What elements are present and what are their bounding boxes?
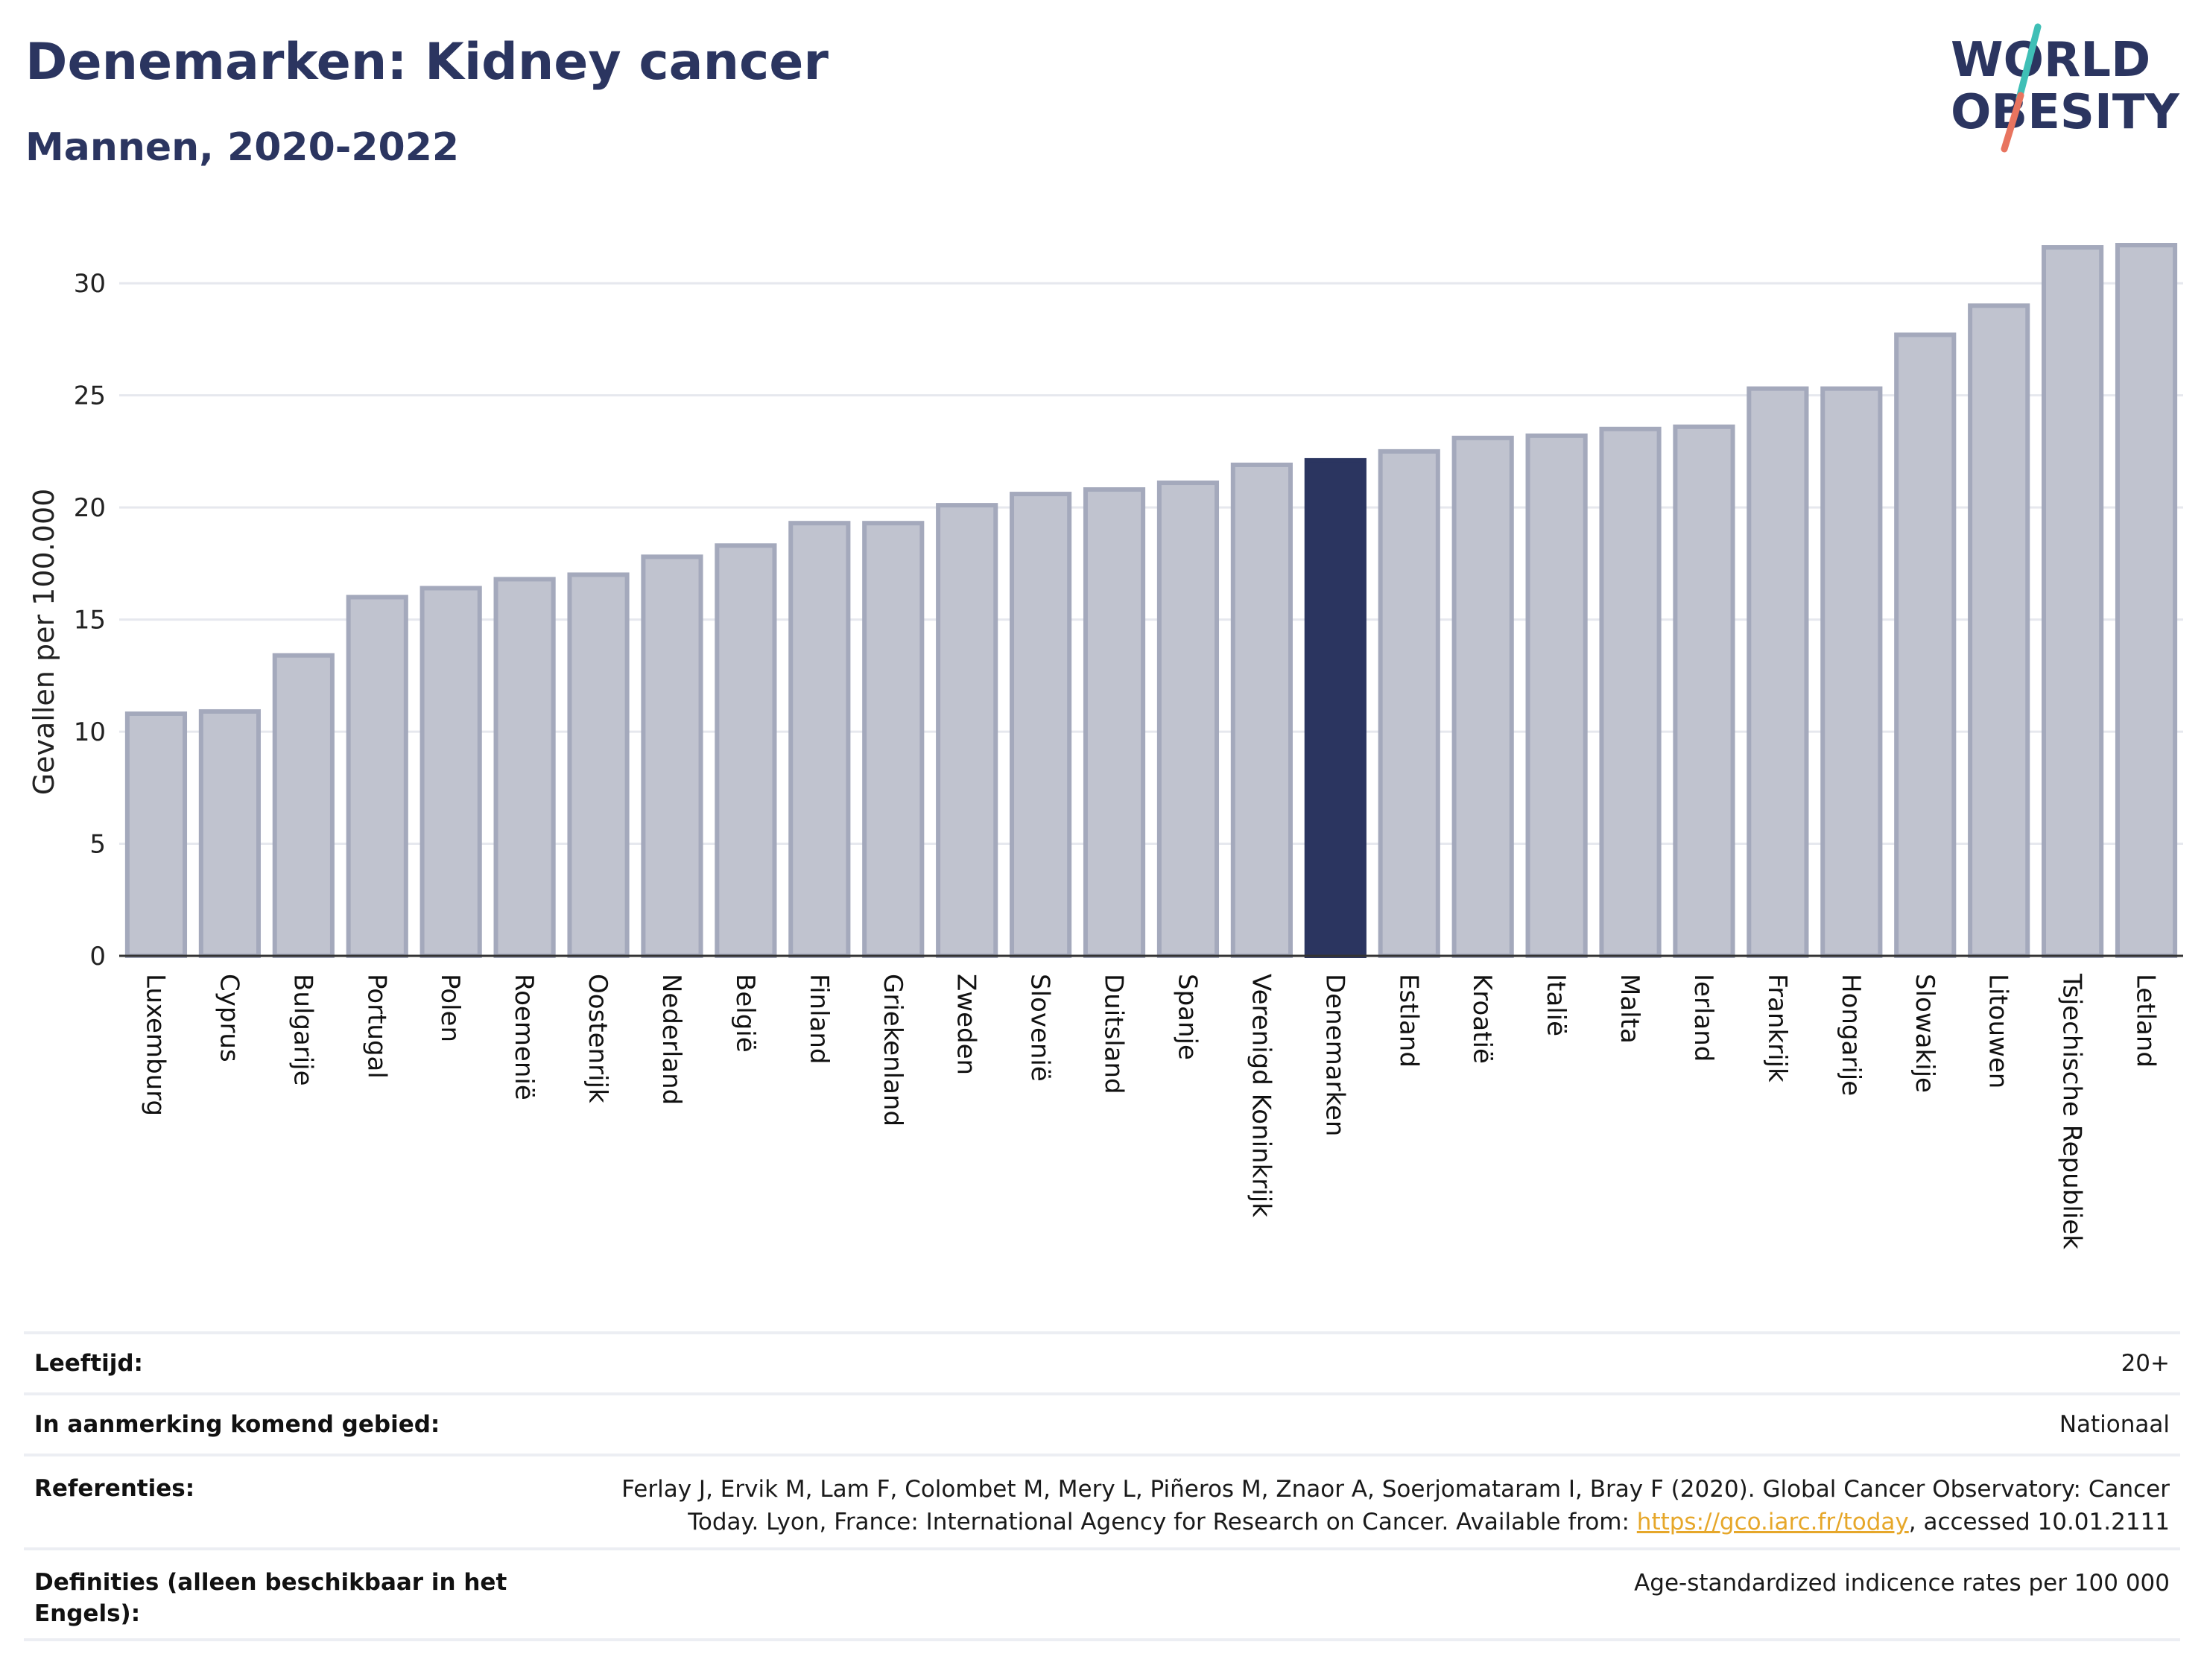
bar-denemarken [1304, 457, 1367, 958]
bar-luxemburg [124, 711, 188, 958]
references-label: Referenties: [34, 1475, 195, 1502]
x-tick-label: Finland [804, 974, 834, 1065]
x-tick-label: Duitsland [1099, 974, 1129, 1094]
y-tick-label: 15 [74, 606, 106, 635]
x-tick-label: Portugal [361, 974, 391, 1079]
chart-subtitle: Mannen, 2020-2022 [25, 125, 460, 170]
x-tick-label: Nederland [656, 974, 686, 1105]
x-tick-label: Hongarije [1836, 974, 1866, 1096]
bar-letland [2115, 243, 2178, 958]
bar-polen [419, 586, 482, 959]
bar-oostenrijk [567, 572, 630, 958]
bar-griekenland [862, 521, 925, 958]
references-line-2-text: Today. Lyon, France: International Agenc… [688, 1509, 1637, 1535]
bar-malta [1599, 426, 1662, 958]
age-value: 20+ [2121, 1350, 2170, 1377]
bar-estland [1378, 448, 1440, 958]
bar-verenigd-koninkrijk [1230, 462, 1293, 958]
references-value: Ferlay J, Ervik M, Lam F, Colombet M, Me… [621, 1473, 2170, 1538]
info-row-references: Referenties: Ferlay J, Ervik M, Lam F, C… [24, 1454, 2180, 1547]
x-tick-label: Luxemburg [140, 974, 170, 1116]
references-link[interactable]: https://gco.iarc.fr/today [1636, 1509, 1909, 1535]
bar-slovenië [1010, 492, 1072, 958]
x-tick-label: Tsjechische Republiek [2057, 973, 2087, 1249]
y-tick-label: 25 [74, 381, 106, 411]
bar-kroatië [1451, 435, 1514, 958]
bar-ierland [1673, 424, 1735, 958]
x-tick-label: Zweden [951, 974, 981, 1075]
bar-litouwen [1968, 303, 2030, 958]
x-tick-label: Verenigd Koninkrijk [1246, 974, 1276, 1217]
y-axis-ticks: 0 5 10 15 20 25 30 [74, 269, 106, 971]
definitions-label-line-2: Engels): [34, 1600, 141, 1627]
bar-portugal [346, 595, 408, 958]
x-tick-label: Slovenië [1025, 974, 1055, 1082]
y-axis-label: Gevallen per 100.000 [28, 489, 60, 796]
x-tick-label: Oostenrijk [583, 974, 612, 1103]
bar-tsjechische-republiek [2042, 245, 2104, 959]
x-tick-label: België [730, 974, 760, 1053]
bar-zweden [936, 503, 998, 958]
x-tick-label: Griekenland [878, 974, 908, 1126]
y-tick-label: 10 [74, 717, 106, 747]
logo-slash-coral [2001, 92, 2024, 153]
logo-slash-teal [2015, 23, 2042, 102]
x-tick-label: Denemarken [1320, 974, 1349, 1136]
bar-roemenië [493, 577, 556, 958]
x-tick-label: Estland [1393, 974, 1423, 1068]
bar-nederland [641, 554, 703, 958]
definitions-value: Age-standardized indicence rates per 100… [1634, 1570, 2170, 1597]
definitions-label-line-1: Definities (alleen beschikbaar in het [34, 1569, 507, 1596]
x-tick-label: Kroatië [1467, 974, 1497, 1064]
area-label: In aanmerking komend gebied: [34, 1411, 440, 1438]
x-tick-label: Letland [2131, 974, 2161, 1068]
bar-spanje [1156, 481, 1220, 958]
bar-slowakije [1894, 332, 1957, 958]
bar-frankrijk [1747, 386, 1809, 958]
bar-duitsland [1083, 487, 1146, 958]
logo-text-world: WORLD [1951, 33, 2150, 88]
y-tick-label: 20 [74, 493, 106, 523]
x-tick-label: Cyprus [214, 974, 244, 1062]
info-row-age: Leeftijd: 20+ [24, 1331, 2180, 1392]
info-table: Leeftijd: 20+ In aanmerking komend gebie… [24, 1331, 2180, 1641]
bar-chart: 0 5 10 15 20 25 30 Luxemburg Cyprus Bulgarije Por… [28, 243, 2183, 1249]
references-line-2-suffix: , accessed 10.01.2111 [1908, 1509, 2170, 1535]
x-tick-label: Litouwen [1983, 974, 2013, 1088]
x-tick-label: Malta [1615, 974, 1644, 1044]
definitions-label: Definities (alleen beschikbaar in het En… [34, 1567, 507, 1629]
bar-cyprus [198, 709, 261, 959]
age-label: Leeftijd: [34, 1350, 143, 1377]
chart-title: Denemarken: Kidney cancer [25, 33, 829, 92]
x-axis-labels: Luxemburg Cyprus Bulgarije Portugal Polen Roe… [140, 973, 2160, 1249]
x-tick-label: Italië [1541, 974, 1571, 1036]
y-tick-label: 5 [89, 830, 106, 860]
y-tick-label: 30 [74, 269, 106, 299]
bar-finland [788, 521, 851, 958]
x-tick-label: Spanje [1172, 974, 1202, 1060]
x-tick-label: Frankrijk [1762, 974, 1792, 1083]
logo-text-obesity: OBESITY [1951, 85, 2179, 140]
bar-bulgarije [272, 653, 335, 959]
references-line-1: Ferlay J, Ervik M, Lam F, Colombet M, Me… [621, 1476, 2170, 1503]
x-tick-label: Bulgarije [288, 974, 317, 1086]
bar-italië [1525, 433, 1588, 958]
y-tick-label: 0 [89, 942, 106, 971]
world-obesity-logo: WORLD OBESITY [1951, 23, 2179, 153]
bar-hongarije [1820, 386, 1883, 958]
x-tick-label: Roemenië [509, 974, 539, 1100]
x-tick-label: Slowakije [1910, 974, 1939, 1093]
bars [124, 243, 2178, 959]
x-tick-label: Polen [435, 974, 465, 1042]
x-tick-label: Ierland [1688, 974, 1718, 1062]
info-row-definitions: Definities (alleen beschikbaar in het En… [24, 1547, 2180, 1641]
references-line-2: Today. Lyon, France: International Agenc… [621, 1506, 2170, 1538]
info-row-area: In aanmerking komend gebied: Nationaal [24, 1392, 2180, 1454]
bar-belgië [715, 543, 777, 958]
area-value: Nationaal [2059, 1411, 2170, 1438]
